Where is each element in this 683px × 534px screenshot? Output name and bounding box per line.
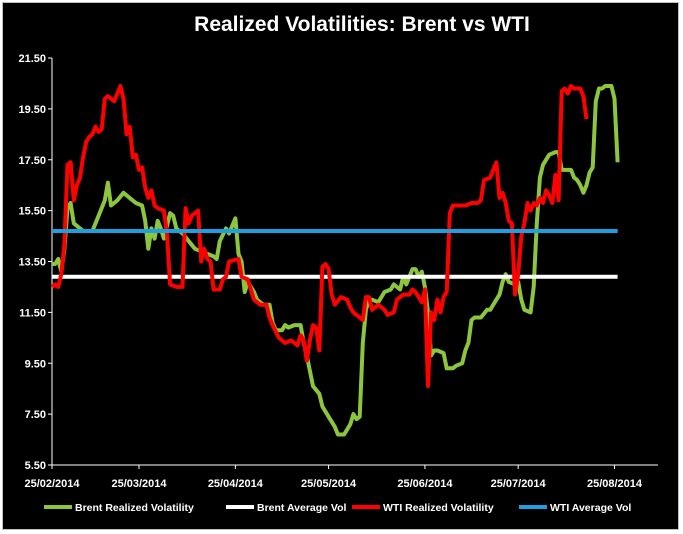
x-tick-label: 25/06/2014 <box>397 478 453 490</box>
legend-item-brent-realized-volatility: Brent Realized Volatility <box>44 502 194 514</box>
legend-label: Brent Average Vol <box>257 502 347 514</box>
y-tick-label: 7.50 <box>25 409 46 421</box>
plot-lines <box>50 84 620 437</box>
legend-label: Brent Realized Volatility <box>75 502 194 514</box>
legend-label: WTI Realized Volatility <box>383 502 494 514</box>
y-tick-label: 9.50 <box>25 358 46 370</box>
legend-item-brent-average-vol: Brent Average Vol <box>226 502 347 514</box>
x-tick-label: 25/05/2014 <box>301 478 357 490</box>
y-tick-label: 21.50 <box>18 53 46 65</box>
x-tick-label: 25/04/2014 <box>208 478 264 490</box>
y-tick-label: 13.50 <box>18 257 46 269</box>
y-tick-label: 15.50 <box>18 206 46 218</box>
legend-item-wti-average-vol: WTI Average Vol <box>519 502 631 514</box>
series-wti-realized-volatility-line <box>50 84 589 389</box>
series-brent-realized-volatility-line <box>52 84 620 437</box>
axes: 5.50 7.50 9.50 11.50 13.50 15.50 17.50 19.50 21.… <box>18 53 658 490</box>
chart-title: Realized Volatilities: Brent vs WTI <box>194 13 530 36</box>
x-tick-label: 25/08/2014 <box>587 478 643 490</box>
x-tick-label: 25/02/2014 <box>24 478 80 490</box>
x-tick-label: 25/07/2014 <box>491 478 547 490</box>
x-tick-label: 25/03/2014 <box>111 478 167 490</box>
y-tick-label: 11.50 <box>19 307 46 319</box>
legend-item-wti-realized-volatility: WTI Realized Volatility <box>352 502 494 514</box>
y-tick-label: 19.50 <box>18 104 46 116</box>
legend: Brent Realized Volatility Brent Average V… <box>44 502 631 514</box>
y-tick-label: 17.50 <box>18 155 46 167</box>
legend-label: WTI Average Vol <box>550 502 631 514</box>
y-tick-label: 5.50 <box>25 460 46 472</box>
